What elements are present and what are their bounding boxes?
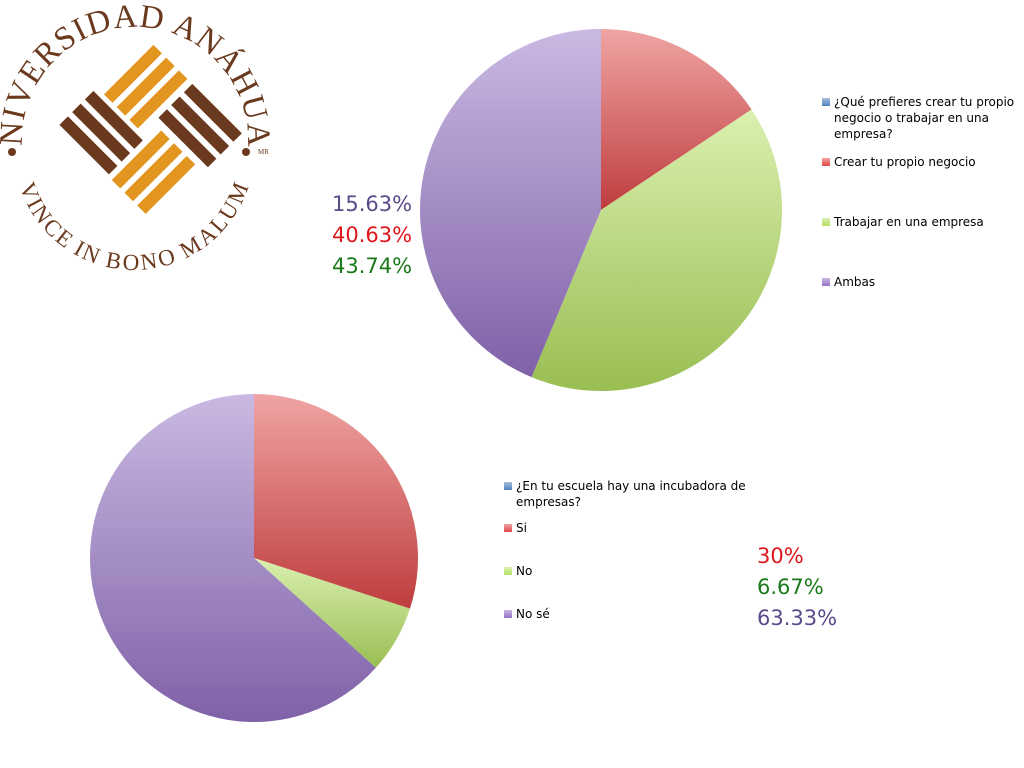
logo-lattice [59, 44, 242, 214]
legend-entry: Crear tu propio negocio [834, 155, 976, 169]
value-label: 30% [757, 544, 804, 568]
value-label: 40.63% [332, 223, 413, 247]
pie-slice [531, 109, 782, 391]
pie-slice [254, 558, 410, 668]
legend-entry: No [516, 564, 533, 578]
legend-entry: Ambas [834, 275, 876, 289]
legend-swatch [822, 98, 830, 106]
logo: UNIVERSIDAD ANÁHUAC VINCE IN BONO MALUM … [0, 0, 275, 275]
value-label: 6.67% [757, 575, 824, 599]
legend-entry: No sé [516, 607, 550, 621]
legend-entry: ¿En tu escuela hay una incubadora de emp… [516, 479, 746, 509]
legend-swatch [504, 524, 512, 532]
legend-entry: Trabajar en una empresa [834, 215, 984, 229]
pie-slice [420, 29, 601, 378]
legend-swatch [504, 482, 512, 490]
pie-slice [89, 394, 376, 722]
logo-dot [242, 148, 250, 156]
logo-mark: MR [258, 148, 269, 156]
legend-entry: ¿Qué prefieres crear tu propio negocio o… [834, 95, 1015, 141]
legend-swatch [504, 567, 512, 575]
legend-swatch [504, 610, 512, 618]
value-label: 15.63% [332, 192, 413, 216]
legend-entry: Si [516, 521, 527, 535]
pie-slice [254, 394, 418, 609]
value-label: 43.74% [332, 254, 413, 278]
logo-dot [8, 148, 16, 156]
legend-swatch [822, 278, 830, 286]
legend-swatch [822, 158, 830, 166]
pie-slice [601, 29, 752, 210]
value-label: 63.33% [757, 606, 838, 630]
legend-swatch [822, 218, 830, 226]
